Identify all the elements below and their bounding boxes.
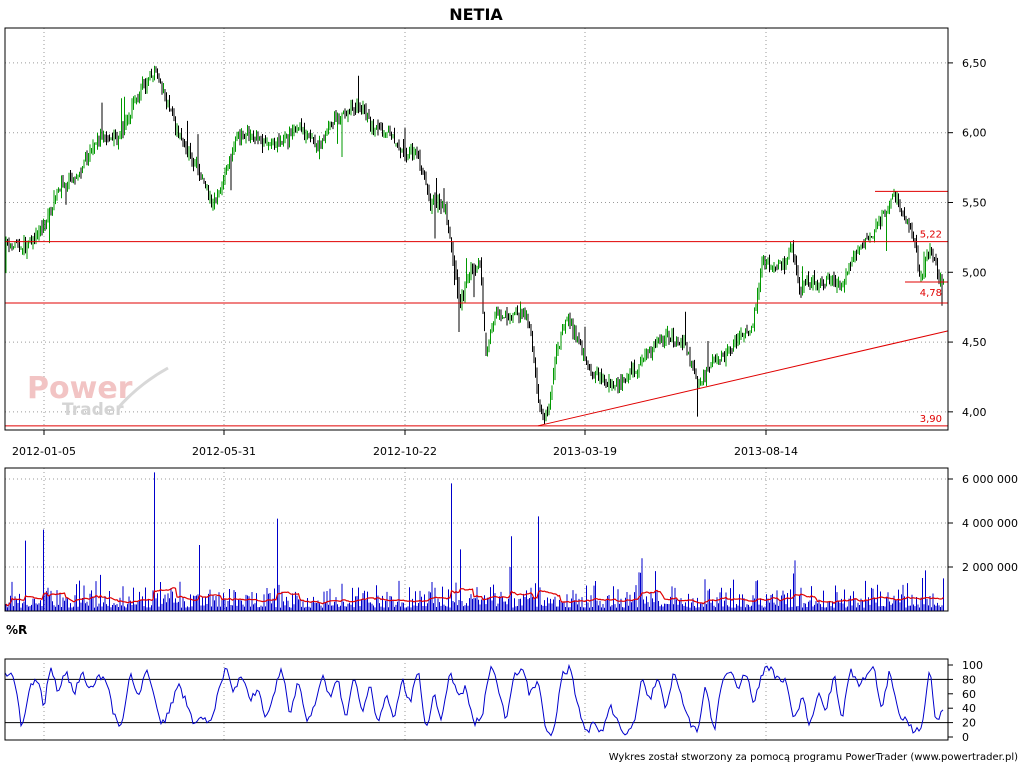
williams-r-title: %R	[6, 623, 27, 637]
price-level-label: 3,90	[920, 414, 942, 425]
price-frame	[4, 27, 949, 431]
wr-frame	[4, 658, 949, 741]
volume-average-line	[5, 587, 944, 607]
volume-frame	[4, 467, 949, 612]
price-level-label: 5,22	[920, 230, 942, 241]
watermark-swoosh	[116, 366, 169, 409]
wr-y-tick-label: 80	[962, 673, 976, 686]
price-level-label: 4,78	[920, 288, 942, 299]
price-panel: 4,00 4,50 5,00 5,50 6,00 6,50 PowerTrader 5,22 4…	[4, 27, 987, 458]
price-y-tick-label: 6,50	[962, 57, 987, 70]
price-y-tick-label: 5,50	[962, 196, 987, 209]
x-axis-tick-label: 2013-03-19	[553, 445, 617, 458]
price-y-tick-label: 4,00	[962, 406, 987, 419]
wr-line	[4, 663, 944, 737]
x-axis-tick-label: 2013-08-14	[734, 445, 798, 458]
volume-y-tick-label: 6 000 000	[962, 473, 1018, 486]
price-y-tick-label: 6,00	[962, 127, 987, 140]
watermark-trader: Trader	[62, 400, 124, 420]
wr-y-tick-label: 60	[962, 688, 976, 701]
price-y-tick-label: 4,50	[962, 336, 987, 349]
wr-y-tick-label: 0	[962, 731, 969, 744]
volume-y-tick-label: 2 000 000	[962, 561, 1018, 574]
wr-y-tick-label: 40	[962, 702, 976, 715]
x-axis-tick-label: 2012-05-31	[192, 445, 256, 458]
x-axis-tick-label: 2012-01-05	[12, 445, 76, 458]
wr-y-tick-label: 100	[962, 659, 983, 672]
chart-title: NETIA	[449, 5, 503, 24]
price-trend-line	[537, 330, 949, 427]
volume-y-tick-label: 4 000 000	[962, 517, 1018, 530]
x-axis-tick-label: 2012-10-22	[373, 445, 437, 458]
watermark-power: Power	[27, 371, 133, 406]
wr-y-tick-label: 20	[962, 717, 976, 730]
price-y-tick-label: 5,00	[962, 266, 987, 279]
volume-panel: 2 000 000 4 000 000 6 000 000	[4, 467, 1018, 612]
footer-credit: Wykres został stworzony za pomocą progra…	[609, 752, 1018, 763]
